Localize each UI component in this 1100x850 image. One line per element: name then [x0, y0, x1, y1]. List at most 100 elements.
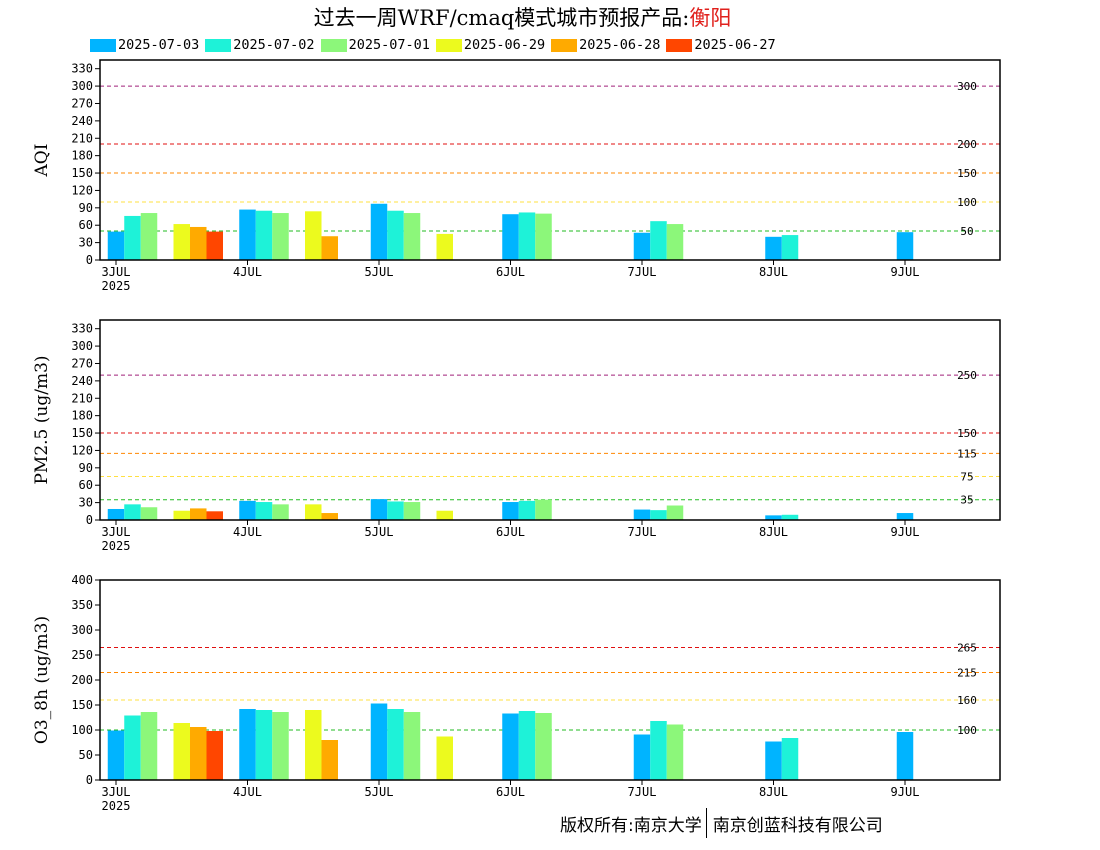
y-tick-label: 350	[71, 598, 93, 612]
bar	[765, 515, 782, 520]
bar	[436, 510, 453, 520]
legend-item: 2025-06-29	[435, 37, 545, 53]
legend-label: 2025-07-02	[233, 37, 315, 53]
y-tick-label: 180	[71, 409, 93, 423]
y-tick-label: 90	[79, 461, 93, 475]
bar	[239, 209, 256, 260]
y-tick-label: 100	[71, 723, 93, 737]
x-tick-label: 5JUL	[365, 785, 394, 799]
y-tick-label: 0	[86, 253, 93, 267]
threshold-label: 50	[960, 225, 973, 238]
bar	[535, 213, 552, 260]
x-tick-label: 3JUL	[102, 525, 131, 539]
bar	[173, 224, 190, 260]
y-axis-title: PM2.5 (ug/m3)	[32, 355, 52, 484]
x-tick-label: 5JUL	[365, 265, 394, 279]
y-tick-label: 50	[79, 748, 93, 762]
bar	[387, 709, 404, 780]
bar	[107, 231, 125, 260]
x-tick-label: 8JUL	[759, 785, 788, 799]
plot-frame	[99, 319, 1001, 521]
bar	[370, 499, 388, 520]
bar	[107, 730, 125, 780]
bar	[502, 502, 519, 520]
x-tick-label: 7JUL	[628, 265, 657, 279]
y-tick-label: 200	[71, 673, 93, 687]
bar	[535, 499, 552, 520]
plot-frame	[99, 59, 1001, 261]
y-axis-title: AQI	[32, 144, 52, 178]
x-tick-label: 6JUL	[496, 785, 525, 799]
x-year-label: 2025	[102, 799, 131, 813]
threshold-label: 265	[957, 642, 977, 655]
legend-label: 2025-07-03	[118, 37, 200, 53]
y-tick-label: 210	[71, 391, 93, 405]
x-tick-label: 4JUL	[233, 265, 262, 279]
y-tick-label: 300	[71, 79, 93, 93]
x-year-label: 2025	[102, 279, 131, 293]
bar	[403, 712, 421, 780]
bar	[305, 211, 322, 260]
bar	[387, 501, 404, 520]
bar	[896, 232, 914, 260]
bar	[650, 510, 667, 520]
bar	[305, 710, 322, 780]
legend-item: 2025-07-03	[90, 37, 199, 53]
bar	[666, 505, 684, 520]
x-tick-label: 8JUL	[759, 525, 788, 539]
legend-swatch	[205, 38, 232, 52]
legend-label: 2025-06-28	[579, 37, 661, 53]
y-tick-label: 0	[86, 773, 93, 787]
legend-swatch	[90, 38, 116, 52]
bar	[403, 213, 421, 260]
bar	[124, 715, 141, 780]
bar	[650, 221, 667, 260]
bar	[502, 214, 519, 260]
bar	[666, 724, 684, 780]
threshold-label: 35	[960, 494, 973, 507]
x-tick-label: 6JUL	[496, 525, 525, 539]
bar	[124, 215, 141, 260]
bar	[781, 514, 799, 520]
bar	[518, 212, 536, 260]
x-year-label: 2025	[102, 539, 131, 553]
y-tick-label: 90	[79, 201, 93, 215]
x-tick-label: 7JUL	[628, 525, 657, 539]
threshold-label: 150	[957, 427, 977, 440]
bar	[206, 231, 223, 260]
x-tick-label: 6JUL	[496, 265, 525, 279]
threshold-label: 200	[957, 138, 977, 151]
legend-swatch	[666, 38, 693, 52]
x-tick-label: 9JUL	[891, 785, 920, 799]
bar	[650, 721, 667, 780]
legend-item: 2025-07-02	[205, 37, 315, 53]
x-tick-label: 5JUL	[365, 525, 394, 539]
y-tick-label: 30	[79, 496, 93, 510]
x-tick-label: 4JUL	[233, 525, 262, 539]
legend-swatch	[435, 38, 462, 52]
bar	[436, 736, 453, 780]
bar	[239, 709, 256, 780]
y-tick-label: 120	[71, 183, 93, 197]
bar	[305, 504, 322, 520]
x-tick-label: 8JUL	[759, 265, 788, 279]
legend-label: 2025-06-27	[694, 37, 776, 53]
y-axis-title: O3_8h (ug/m3)	[32, 616, 52, 744]
copyright-right: 南京创蓝科技有限公司	[712, 815, 883, 836]
bar	[206, 511, 223, 520]
bar	[255, 502, 273, 520]
bar	[535, 713, 552, 780]
y-tick-label: 210	[71, 131, 93, 145]
y-tick-label: 30	[79, 236, 93, 250]
y-tick-label: 300	[71, 339, 93, 353]
bar	[272, 504, 289, 520]
title-city: 衡阳	[689, 6, 732, 30]
bar	[321, 740, 338, 780]
bar	[370, 703, 388, 780]
bar	[140, 213, 158, 260]
threshold-label: 300	[957, 80, 977, 93]
bar	[206, 731, 223, 780]
y-tick-label: 150	[71, 166, 93, 180]
threshold-label: 215	[957, 667, 977, 680]
